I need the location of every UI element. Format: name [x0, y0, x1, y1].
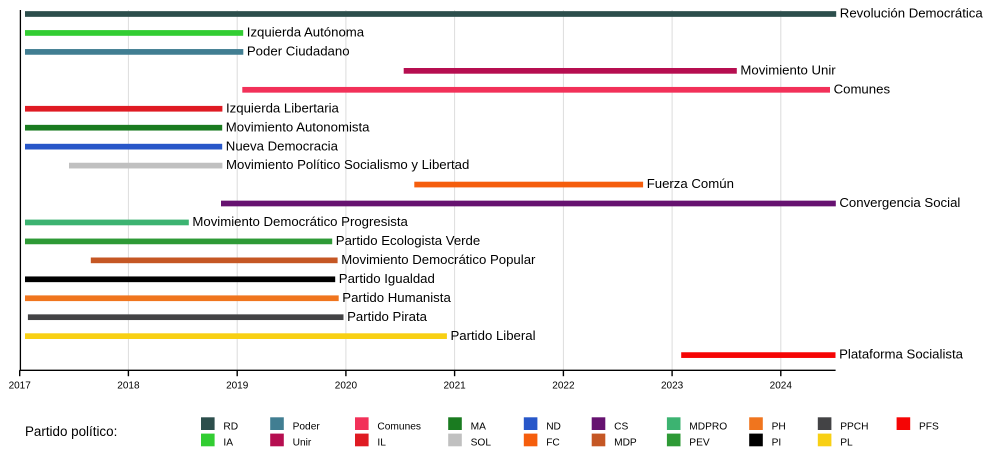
- svg-text:Comunes: Comunes: [377, 421, 421, 432]
- svg-text:PPCH: PPCH: [840, 421, 868, 432]
- svg-text:PFS: PFS: [919, 421, 939, 432]
- svg-text:Revolución Democrática: Revolución Democrática: [840, 6, 984, 21]
- svg-text:Plataforma Socialista: Plataforma Socialista: [839, 347, 964, 362]
- svg-text:Partido Pirata: Partido Pirata: [347, 309, 428, 324]
- svg-text:Nueva Democracia: Nueva Democracia: [226, 138, 339, 153]
- svg-text:2018: 2018: [117, 380, 140, 391]
- svg-text:ND: ND: [546, 421, 561, 432]
- svg-text:Movimiento Democrático Popular: Movimiento Democrático Popular: [341, 252, 536, 267]
- svg-text:Partido Liberal: Partido Liberal: [451, 328, 536, 343]
- svg-text:Movimiento Autonomista: Movimiento Autonomista: [226, 119, 370, 134]
- svg-text:Izquierda Libertaria: Izquierda Libertaria: [226, 100, 340, 115]
- svg-text:Comunes: Comunes: [834, 81, 891, 96]
- svg-text:Poder: Poder: [293, 421, 321, 432]
- svg-text:2017: 2017: [9, 380, 32, 391]
- svg-text:PL: PL: [840, 438, 853, 449]
- svg-text:IL: IL: [377, 438, 386, 449]
- svg-text:Movimiento Democrático Progres: Movimiento Democrático Progresista: [192, 214, 408, 229]
- svg-text:RD: RD: [223, 421, 238, 432]
- svg-text:Unir: Unir: [293, 438, 312, 449]
- svg-text:Partido político:: Partido político:: [25, 424, 117, 439]
- svg-text:Poder Ciudadano: Poder Ciudadano: [247, 44, 350, 59]
- svg-text:2022: 2022: [552, 380, 575, 391]
- svg-text:MA: MA: [471, 421, 486, 432]
- svg-text:Partido Ecologista Verde: Partido Ecologista Verde: [336, 233, 480, 248]
- svg-text:2020: 2020: [335, 380, 358, 391]
- svg-text:Movimiento Político Socialismo: Movimiento Político Socialismo y Liberta…: [226, 157, 469, 172]
- svg-text:PI: PI: [772, 438, 782, 449]
- svg-text:2019: 2019: [226, 380, 249, 391]
- svg-text:Convergencia Social: Convergencia Social: [839, 195, 960, 210]
- svg-text:MDPRO: MDPRO: [689, 421, 727, 432]
- svg-text:2021: 2021: [443, 380, 466, 391]
- svg-text:2023: 2023: [661, 380, 684, 391]
- svg-text:IA: IA: [223, 438, 233, 449]
- svg-text:Movimiento Unir: Movimiento Unir: [740, 62, 836, 77]
- svg-text:SOL: SOL: [471, 438, 492, 449]
- svg-text:Fuerza Común: Fuerza Común: [647, 176, 734, 191]
- svg-text:2024: 2024: [770, 380, 793, 391]
- svg-text:PH: PH: [772, 421, 786, 432]
- svg-text:PEV: PEV: [689, 438, 710, 449]
- svg-text:Izquierda Autónoma: Izquierda Autónoma: [247, 25, 365, 40]
- svg-text:Partido Igualdad: Partido Igualdad: [339, 271, 435, 286]
- svg-text:FC: FC: [546, 438, 560, 449]
- svg-text:CS: CS: [614, 421, 628, 432]
- svg-text:MDP: MDP: [614, 438, 637, 449]
- svg-text:Partido Humanista: Partido Humanista: [342, 290, 451, 305]
